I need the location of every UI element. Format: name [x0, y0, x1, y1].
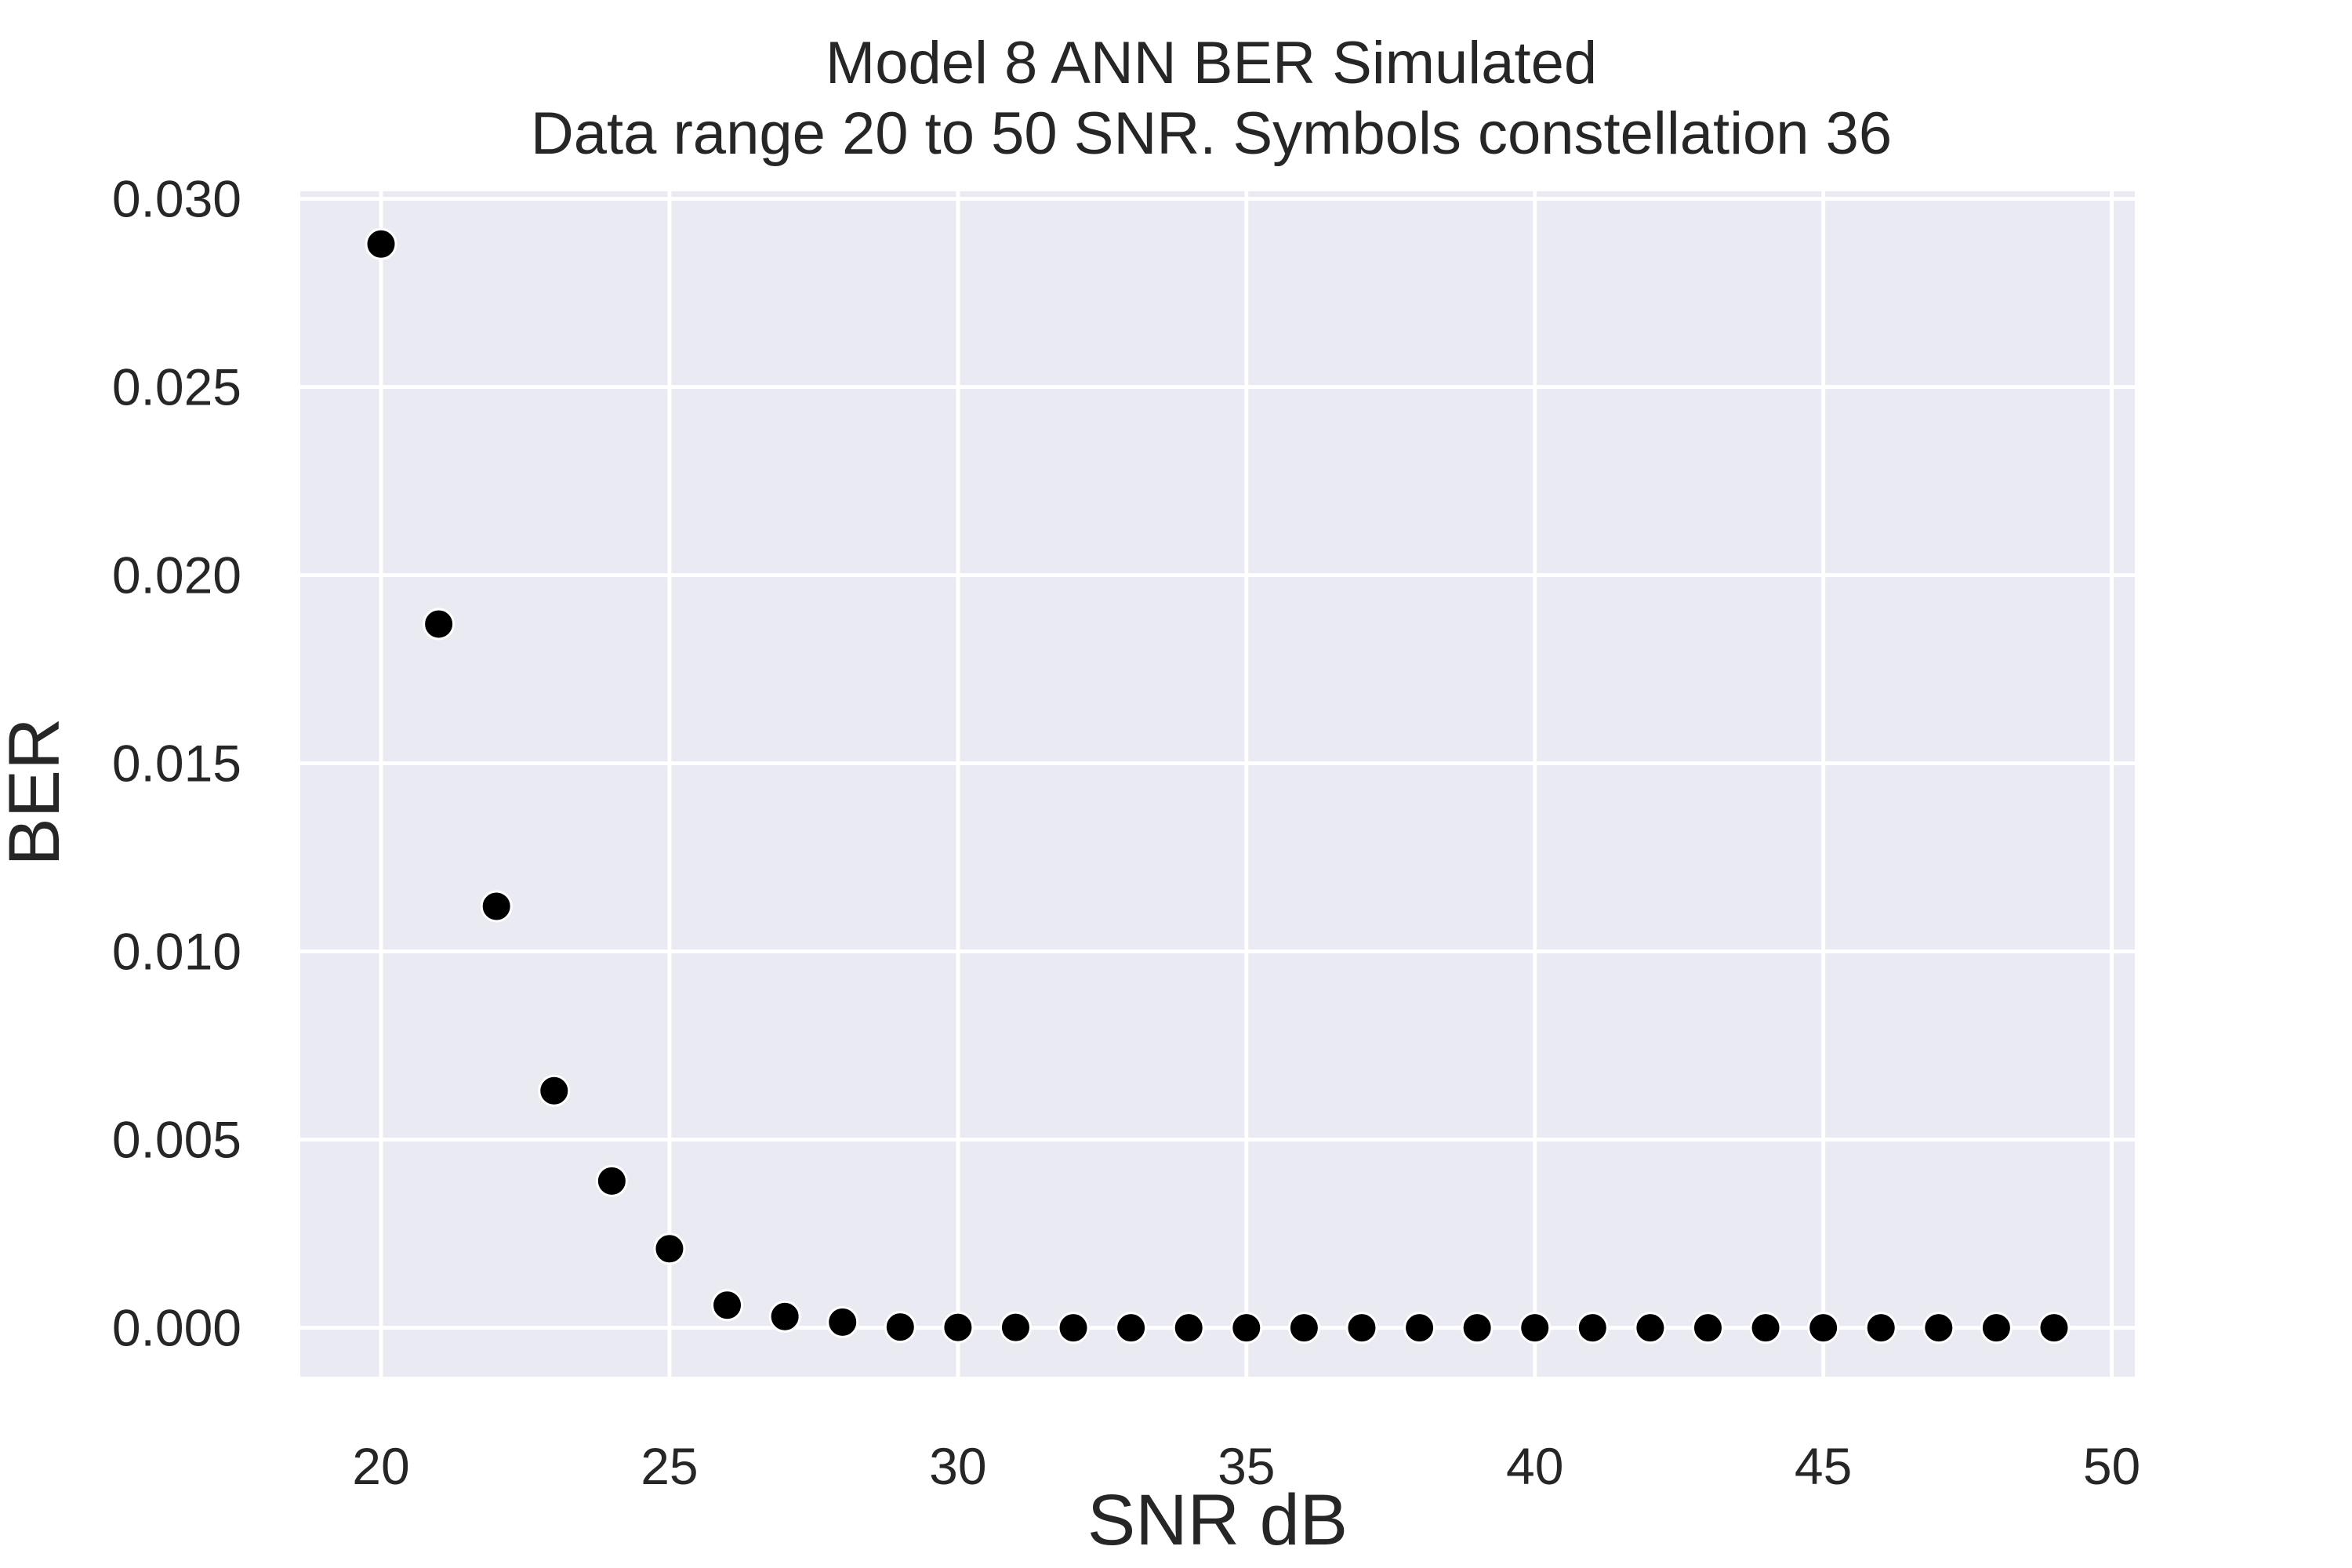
- data-point: [884, 1311, 916, 1344]
- data-point: [365, 227, 397, 260]
- data-point: [1461, 1312, 1494, 1345]
- y-tick-label: 0.000: [112, 1299, 241, 1357]
- y-tick-labels: 0.000 0.005 0.010 0.015 0.020 0.025 0.030: [112, 170, 241, 1357]
- data-point: [480, 890, 513, 923]
- y-axis-label: BER: [0, 717, 74, 866]
- x-tick-label: 45: [1795, 1437, 1852, 1495]
- data-point: [1922, 1312, 1955, 1345]
- data-point: [1403, 1312, 1436, 1345]
- data-point: [653, 1232, 686, 1265]
- data-point: [826, 1305, 859, 1338]
- data-points: [365, 227, 2071, 1345]
- data-point: [1115, 1312, 1148, 1345]
- plot-area: [300, 191, 2135, 1377]
- data-point: [1980, 1312, 2013, 1345]
- chart-subtitle: Data range 20 to 50 SNR. Symbols constel…: [531, 100, 1892, 167]
- y-tick-label: 0.015: [112, 735, 241, 793]
- x-axis-label: SNR dB: [1087, 1480, 1348, 1560]
- data-point: [1864, 1312, 1897, 1345]
- y-tick-label: 0.010: [112, 923, 241, 981]
- data-point: [768, 1300, 801, 1333]
- x-tick-label: 35: [1218, 1437, 1275, 1495]
- x-tick-label: 20: [352, 1437, 409, 1495]
- data-point: [538, 1074, 571, 1107]
- data-point: [711, 1289, 744, 1322]
- data-point: [1749, 1312, 1782, 1345]
- y-tick-label: 0.030: [112, 170, 241, 228]
- data-point: [1172, 1312, 1205, 1345]
- data-point: [999, 1311, 1032, 1344]
- data-point: [942, 1311, 975, 1344]
- x-tick-label: 30: [929, 1437, 986, 1495]
- chart-title: Model 8 ANN BER Simulated: [826, 30, 1597, 96]
- y-tick-label: 0.005: [112, 1111, 241, 1169]
- data-point: [1057, 1312, 1090, 1345]
- data-point: [1519, 1312, 1552, 1345]
- data-point: [1287, 1312, 1320, 1345]
- data-point: [1807, 1312, 1840, 1345]
- x-tick-label: 50: [2083, 1437, 2140, 1495]
- data-point: [1576, 1312, 1609, 1345]
- data-point: [1691, 1312, 1724, 1345]
- grid-lines: [300, 191, 2135, 1377]
- data-point: [1345, 1312, 1378, 1345]
- y-tick-label: 0.025: [112, 358, 241, 416]
- data-point: [595, 1164, 628, 1197]
- data-point: [1230, 1312, 1263, 1345]
- x-tick-label: 40: [1506, 1437, 1563, 1495]
- x-tick-labels: 20 25 30 35 40 45 50: [352, 1437, 2140, 1495]
- x-tick-label: 25: [641, 1437, 698, 1495]
- data-point: [1634, 1312, 1667, 1345]
- data-point: [423, 608, 456, 641]
- data-point: [2038, 1312, 2071, 1345]
- y-tick-label: 0.020: [112, 546, 241, 604]
